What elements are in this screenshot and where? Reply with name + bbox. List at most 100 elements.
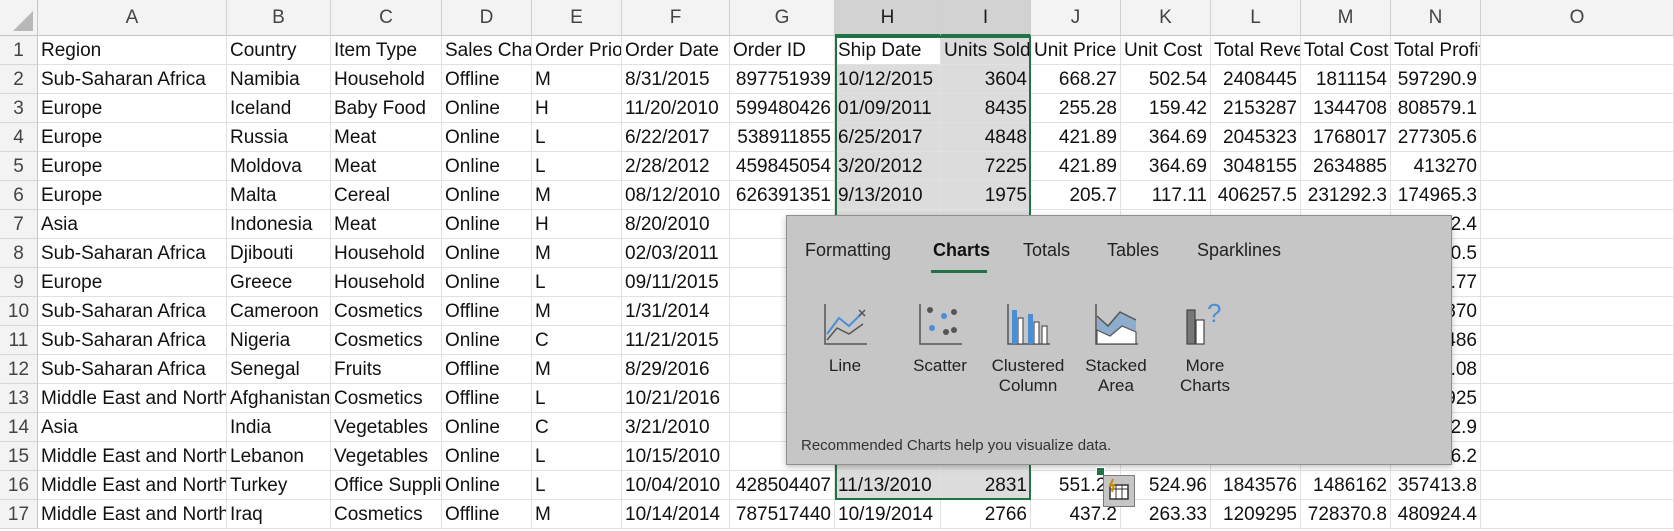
table-cell[interactable]: M	[532, 239, 622, 268]
table-cell[interactable]: 277305.6	[1391, 123, 1481, 152]
column-title-cell[interactable]: Total Cost	[1301, 36, 1391, 65]
table-cell[interactable]: Djibouti	[227, 239, 331, 268]
row-header-13[interactable]: 13	[0, 384, 38, 413]
row-header-7[interactable]: 7	[0, 210, 38, 239]
table-cell[interactable]: L	[532, 471, 622, 500]
table-cell[interactable]	[1481, 297, 1674, 326]
table-cell[interactable]: 4848	[941, 123, 1031, 152]
table-cell[interactable]: Offline	[442, 297, 532, 326]
column-header-d[interactable]: D	[442, 0, 532, 36]
row-header-2[interactable]: 2	[0, 65, 38, 94]
table-cell[interactable]: 1843576	[1211, 471, 1301, 500]
column-title-cell[interactable]: Ship Date	[835, 36, 941, 65]
table-cell[interactable]: Namibia	[227, 65, 331, 94]
table-cell[interactable]: India	[227, 413, 331, 442]
table-cell[interactable]: Cosmetics	[331, 326, 442, 355]
column-header-m[interactable]: M	[1301, 0, 1391, 36]
table-cell[interactable]: 437.2	[1031, 500, 1121, 529]
table-cell[interactable]: 599480426	[730, 94, 835, 123]
table-cell[interactable]: 364.69	[1121, 152, 1211, 181]
table-cell[interactable]: 117.11	[1121, 181, 1211, 210]
table-cell[interactable]: 728370.8	[1301, 500, 1391, 529]
table-cell[interactable]: 2153287	[1211, 94, 1301, 123]
table-cell[interactable]: Asia	[38, 413, 227, 442]
column-header-o[interactable]: O	[1481, 0, 1674, 36]
table-cell[interactable]	[1481, 65, 1674, 94]
fill-handle[interactable]	[1096, 467, 1105, 476]
row-header-16[interactable]: 16	[0, 471, 38, 500]
table-cell[interactable]: 2831	[941, 471, 1031, 500]
row-header-3[interactable]: 3	[0, 94, 38, 123]
table-cell[interactable]: 09/11/2015	[622, 268, 730, 297]
table-cell[interactable]: Europe	[38, 123, 227, 152]
table-cell[interactable]: 159.42	[1121, 94, 1211, 123]
table-cell[interactable]: 428504407	[730, 471, 835, 500]
column-title-cell[interactable]: Unit Price	[1031, 36, 1121, 65]
chart-stacked-area-button[interactable]: Stacked Area	[1071, 300, 1161, 396]
table-cell[interactable]: H	[532, 210, 622, 239]
table-cell[interactable]	[1481, 152, 1674, 181]
table-cell[interactable]: Asia	[38, 210, 227, 239]
table-cell[interactable]: 3/20/2012	[835, 152, 941, 181]
table-cell[interactable]: L	[532, 442, 622, 471]
column-header-b[interactable]: B	[227, 0, 331, 36]
table-cell[interactable]: 480924.4	[1391, 500, 1481, 529]
table-cell[interactable]: Malta	[227, 181, 331, 210]
table-cell[interactable]: Online	[442, 123, 532, 152]
quick-analysis-button[interactable]	[1103, 475, 1135, 507]
table-cell[interactable]: 10/19/2014	[835, 500, 941, 529]
row-header-5[interactable]: 5	[0, 152, 38, 181]
row-header-14[interactable]: 14	[0, 413, 38, 442]
table-cell[interactable]: Vegetables	[331, 442, 442, 471]
select-all-corner[interactable]	[0, 0, 38, 36]
table-cell[interactable]: Cameroon	[227, 297, 331, 326]
table-cell[interactable]: Sub-Saharan Africa	[38, 297, 227, 326]
column-header-a[interactable]: A	[38, 0, 227, 36]
table-cell[interactable]	[1481, 500, 1674, 529]
table-cell[interactable]: 10/14/2014	[622, 500, 730, 529]
table-cell[interactable]: 10/12/2015	[835, 65, 941, 94]
table-cell[interactable]: Offline	[442, 355, 532, 384]
table-cell[interactable]: L	[532, 152, 622, 181]
table-cell[interactable]: Offline	[442, 384, 532, 413]
table-cell[interactable]	[1481, 210, 1674, 239]
table-cell[interactable]: 9/13/2010	[835, 181, 941, 210]
table-cell[interactable]	[1481, 123, 1674, 152]
row-header-17[interactable]: 17	[0, 500, 38, 529]
table-cell[interactable]: M	[532, 65, 622, 94]
table-cell[interactable]: Online	[442, 442, 532, 471]
table-cell[interactable]: M	[532, 297, 622, 326]
row-header-9[interactable]: 9	[0, 268, 38, 297]
table-cell[interactable]: L	[532, 268, 622, 297]
table-cell[interactable]: 3048155	[1211, 152, 1301, 181]
table-cell[interactable]: 2634885	[1301, 152, 1391, 181]
column-title-cell[interactable]: Region	[38, 36, 227, 65]
column-title-cell[interactable]: Order Priority	[532, 36, 622, 65]
table-cell[interactable]: Afghanistan	[227, 384, 331, 413]
table-cell[interactable]: 1768017	[1301, 123, 1391, 152]
column-header-c[interactable]: C	[331, 0, 442, 36]
column-header-h[interactable]: H	[835, 0, 941, 36]
column-title-cell[interactable]	[1481, 36, 1674, 65]
table-cell[interactable]: Lebanon	[227, 442, 331, 471]
column-header-j[interactable]: J	[1031, 0, 1121, 36]
table-cell[interactable]: C	[532, 326, 622, 355]
column-header-n[interactable]: N	[1391, 0, 1481, 36]
table-cell[interactable]: L	[532, 384, 622, 413]
chart-line-button[interactable]: Line	[800, 300, 890, 376]
table-cell[interactable]: 626391351	[730, 181, 835, 210]
table-cell[interactable]: Europe	[38, 181, 227, 210]
table-cell[interactable]: 1811154	[1301, 65, 1391, 94]
table-cell[interactable]: Household	[331, 65, 442, 94]
table-cell[interactable]: Cosmetics	[331, 297, 442, 326]
table-cell[interactable]: Online	[442, 152, 532, 181]
table-cell[interactable]: Middle East and North Africa	[38, 500, 227, 529]
table-cell[interactable]: 459845054	[730, 152, 835, 181]
table-cell[interactable]: M	[532, 355, 622, 384]
row-header-10[interactable]: 10	[0, 297, 38, 326]
table-cell[interactable]: Iceland	[227, 94, 331, 123]
table-cell[interactable]: 8/20/2010	[622, 210, 730, 239]
table-cell[interactable]: 421.89	[1031, 152, 1121, 181]
table-cell[interactable]	[1481, 442, 1674, 471]
table-cell[interactable]: 787517440	[730, 500, 835, 529]
